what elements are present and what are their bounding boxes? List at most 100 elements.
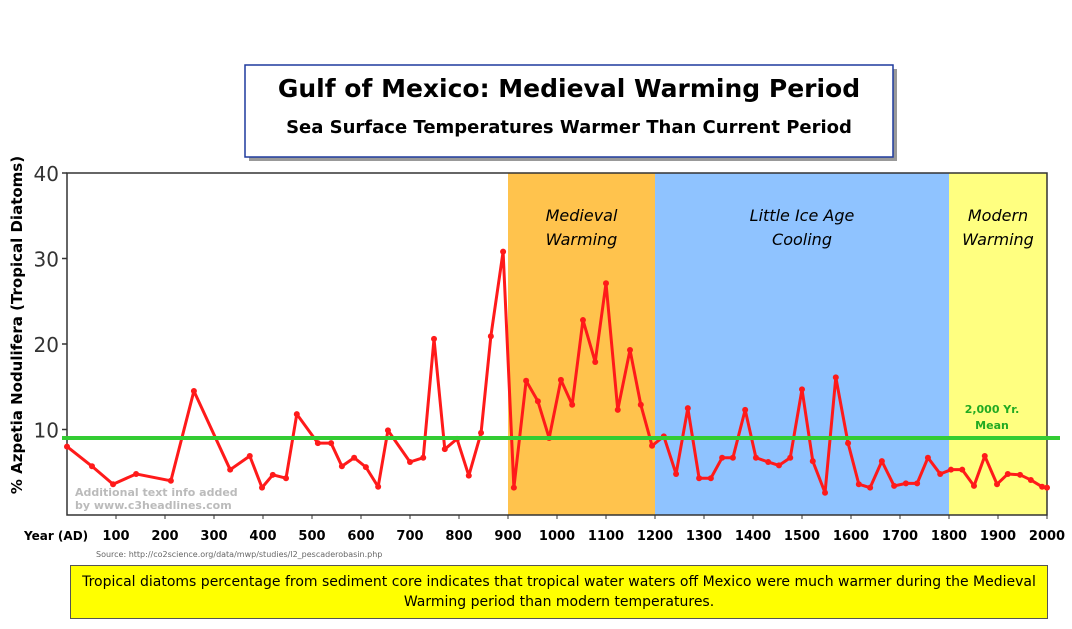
data-point (246, 453, 253, 460)
x-tick-label: 500 (298, 529, 325, 544)
x-tick-label: 1700 (882, 529, 918, 544)
chart-title: Gulf of Mexico: Medieval Warming Period (278, 74, 860, 103)
data-point (981, 453, 988, 460)
caption: Tropical diatoms percentage from sedimen… (70, 565, 1048, 619)
data-point (914, 480, 921, 487)
data-point (557, 376, 564, 383)
x-tick-label: 1500 (784, 529, 820, 544)
data-point (110, 481, 117, 488)
y-tick-label: 10 (34, 419, 59, 443)
y-axis-label: % Azpetia Nodulifera (Tropical Diatoms) (8, 156, 26, 494)
watermark: Additional text info added (75, 486, 238, 499)
data-point (534, 398, 541, 405)
data-point (362, 464, 369, 471)
data-point (407, 458, 413, 465)
data-point (614, 406, 621, 413)
data-point (441, 446, 448, 453)
x-tick-label: 200 (151, 529, 178, 544)
x-tick-label: 1100 (588, 529, 624, 544)
x-tick-label: 800 (445, 529, 472, 544)
data-point (799, 386, 805, 393)
x-tick-label: 1400 (735, 529, 771, 544)
data-point (994, 481, 1001, 488)
data-point (684, 405, 691, 412)
mean-label: 2,000 Yr. (965, 403, 1020, 416)
data-point (924, 454, 931, 461)
data-point (64, 443, 70, 450)
data-point (742, 406, 749, 413)
x-tick-label: 2000 (1029, 529, 1065, 544)
data-point (592, 358, 599, 365)
mean-label: Mean (975, 419, 1009, 432)
period-label: Modern (968, 206, 1028, 225)
watermark: by www.c3headlines.com (75, 499, 232, 512)
x-tick-label: 900 (494, 529, 521, 544)
y-tick-label: 40 (34, 162, 59, 186)
data-point (314, 440, 321, 447)
data-point (384, 427, 391, 434)
data-point (338, 463, 345, 470)
data-point (855, 481, 862, 488)
period-band (949, 173, 1047, 515)
data-point (752, 454, 759, 461)
data-point (775, 462, 782, 469)
data-point (88, 463, 95, 470)
data-point (809, 458, 816, 465)
data-point (465, 472, 472, 479)
data-point (959, 466, 966, 473)
data-line (66, 250, 1048, 495)
x-tick-label: 1900 (980, 529, 1016, 544)
x-tick-label: 600 (347, 529, 374, 544)
y-tick-label: 30 (34, 248, 59, 272)
data-point (627, 346, 634, 353)
data-point (431, 335, 438, 342)
data-point (487, 333, 494, 340)
x-tick-label: 1300 (686, 529, 722, 544)
source: Source: http://co2science.org/data/mwp/s… (96, 550, 382, 559)
data-point (133, 470, 140, 477)
data-point (822, 489, 829, 496)
data-point (832, 374, 839, 381)
data-point (603, 280, 609, 287)
data-point (787, 454, 794, 461)
x-tick-label: 700 (396, 529, 423, 544)
data-point (673, 470, 680, 477)
data-point (891, 482, 898, 489)
y-tick-label: 20 (34, 333, 59, 357)
data-point (1027, 476, 1034, 483)
data-point (478, 429, 485, 436)
data-point (970, 482, 977, 489)
data-point (649, 442, 656, 449)
data-point (523, 377, 530, 384)
period-band (508, 173, 655, 515)
data-point (1039, 483, 1046, 490)
data-point (696, 475, 703, 482)
data-point (902, 480, 909, 487)
data-point (719, 454, 726, 461)
data-point (1004, 470, 1011, 477)
data-point (420, 454, 427, 461)
period-label: Warming (546, 230, 618, 249)
title-box (244, 64, 894, 158)
data-point (845, 440, 852, 447)
data-point (293, 411, 300, 418)
period-label: Medieval (546, 206, 618, 225)
data-point (351, 454, 358, 461)
data-point (569, 401, 576, 408)
data-point (637, 401, 644, 408)
data-point (947, 466, 954, 473)
data-point (1044, 484, 1050, 491)
x-tick-label: 1200 (637, 529, 673, 544)
data-point (269, 471, 276, 478)
data-point (190, 388, 197, 395)
data-point (328, 440, 335, 447)
x-tick-label: 1600 (833, 529, 869, 544)
x-tick-label: 300 (200, 529, 227, 544)
watermark-bg (72, 485, 247, 513)
data-point (227, 466, 234, 473)
x-tick-label: 400 (249, 529, 276, 544)
x-tick-label: 1800 (931, 529, 967, 544)
period-band (655, 173, 949, 515)
